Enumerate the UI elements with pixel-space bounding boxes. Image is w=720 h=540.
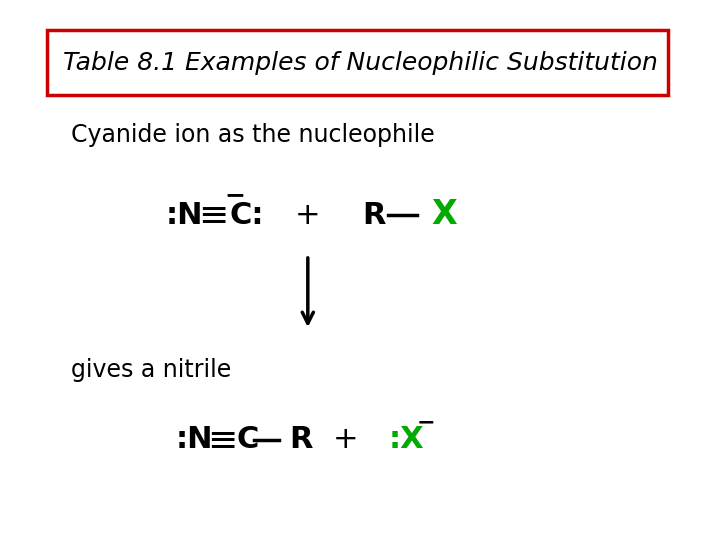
- Text: −: −: [224, 183, 246, 207]
- Text: +: +: [333, 426, 359, 455]
- Text: Table 8.1 Examples of Nucleophilic Substitution: Table 8.1 Examples of Nucleophilic Subst…: [63, 51, 657, 75]
- Text: R: R: [289, 426, 312, 455]
- Text: C:: C:: [229, 200, 264, 230]
- Text: R: R: [362, 200, 386, 230]
- Text: X: X: [431, 199, 457, 232]
- Text: gives a nitrile: gives a nitrile: [71, 358, 231, 382]
- Text: C: C: [237, 426, 259, 455]
- Text: ≡: ≡: [198, 198, 228, 232]
- Text: :X: :X: [389, 426, 424, 455]
- Text: ≡: ≡: [207, 423, 238, 457]
- Text: −: −: [417, 412, 436, 432]
- Text: :N: :N: [176, 426, 213, 455]
- FancyBboxPatch shape: [47, 30, 668, 95]
- Text: Cyanide ion as the nucleophile: Cyanide ion as the nucleophile: [71, 123, 434, 147]
- Text: +: +: [295, 200, 320, 230]
- Text: :N: :N: [166, 200, 204, 230]
